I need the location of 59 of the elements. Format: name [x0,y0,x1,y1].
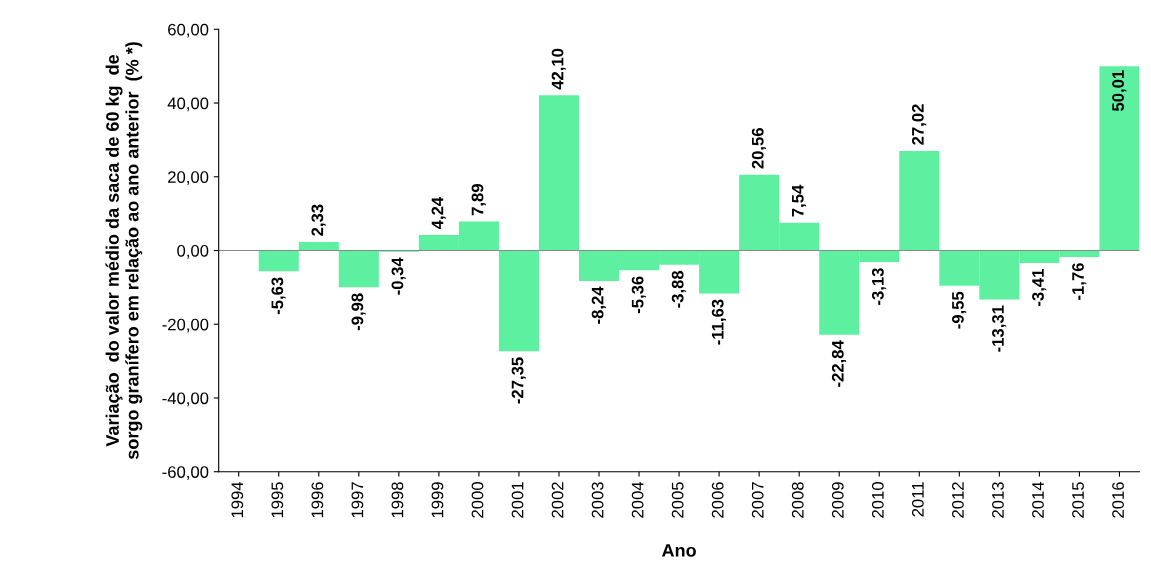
data-label: -13,31 [992,305,1007,352]
data-label: -3,13 [871,268,887,305]
bar [538,95,579,251]
data-label: 27,02 [911,104,927,145]
y-tick-label: 40,00 [167,97,209,112]
x-tick-label: 1995 [271,482,284,518]
data-label: 20,56 [751,128,767,169]
y-tick-label: -60,00 [162,466,209,480]
data-label: -27,35 [511,357,526,404]
y-tick-label: -40,00 [162,392,209,407]
x-tick-label: 2010 [871,482,884,518]
x-tick-label: 2000 [471,482,484,518]
y-tick-label: 20,00 [168,171,209,185]
y-tick-label: 60,00 [168,23,209,38]
data-label: -11,63 [711,299,727,345]
data-label: -5,36 [631,276,646,314]
x-tick-label: 1996 [311,482,324,518]
data-label: -9,55 [952,291,967,329]
data-label: -3,88 [671,270,686,308]
x-tick-label: 1994 [231,481,244,518]
x-tick-label: 2003 [591,482,604,518]
data-label: 7,89 [471,184,486,216]
x-tick-label: 2015 [1072,482,1084,518]
x-tick-label: 2012 [952,482,964,518]
y-axis-title: Variação do valor médio da saca de 60 kg de sorgo granífero em relação ao ano anterior (% *) [105,42,143,460]
y-tick-label: -20,00 [162,318,209,333]
data-label: -3,41 [1032,269,1047,306]
data-label: -8,24 [591,286,606,324]
x-tick-label: 2014 [1032,481,1044,518]
bar [1099,66,1140,251]
bar [498,250,539,352]
data-label: -9,98 [351,293,366,331]
x-tick-label: 2005 [671,482,684,518]
x-tick-label: 2013 [992,482,1004,518]
y-tick-label: 0,00 [177,244,209,259]
x-tick-label: 2006 [711,482,724,518]
x-axis-title: Ano [661,544,696,557]
bar [899,150,940,251]
x-tick-label: 1997 [351,482,364,518]
data-label: -22,84 [831,340,847,387]
x-tick-label: 2001 [511,482,524,518]
x-tick-label: 2008 [791,482,804,518]
x-tick-label: 1998 [391,482,404,518]
x-tick-label: 2004 [631,481,644,518]
x-tick-label: 2002 [551,482,564,518]
data-label: -1,76 [1072,263,1087,300]
x-tick-label: 1999 [431,482,444,518]
x-tick-label: 2011 [911,482,924,517]
data-label: 4,24 [431,197,446,230]
x-tick-label: 2009 [831,482,844,518]
data-label: 50,01 [1112,70,1127,112]
x-tick-label: 2016 [1112,482,1124,518]
data-label: 7,54 [792,184,807,217]
data-label: 42,10 [551,48,566,90]
data-label: -5,63 [271,277,286,315]
data-label: 2,33 [311,204,326,236]
data-label: -0,34 [391,257,406,295]
x-tick-label: 2007 [751,482,764,518]
bar [258,250,299,272]
